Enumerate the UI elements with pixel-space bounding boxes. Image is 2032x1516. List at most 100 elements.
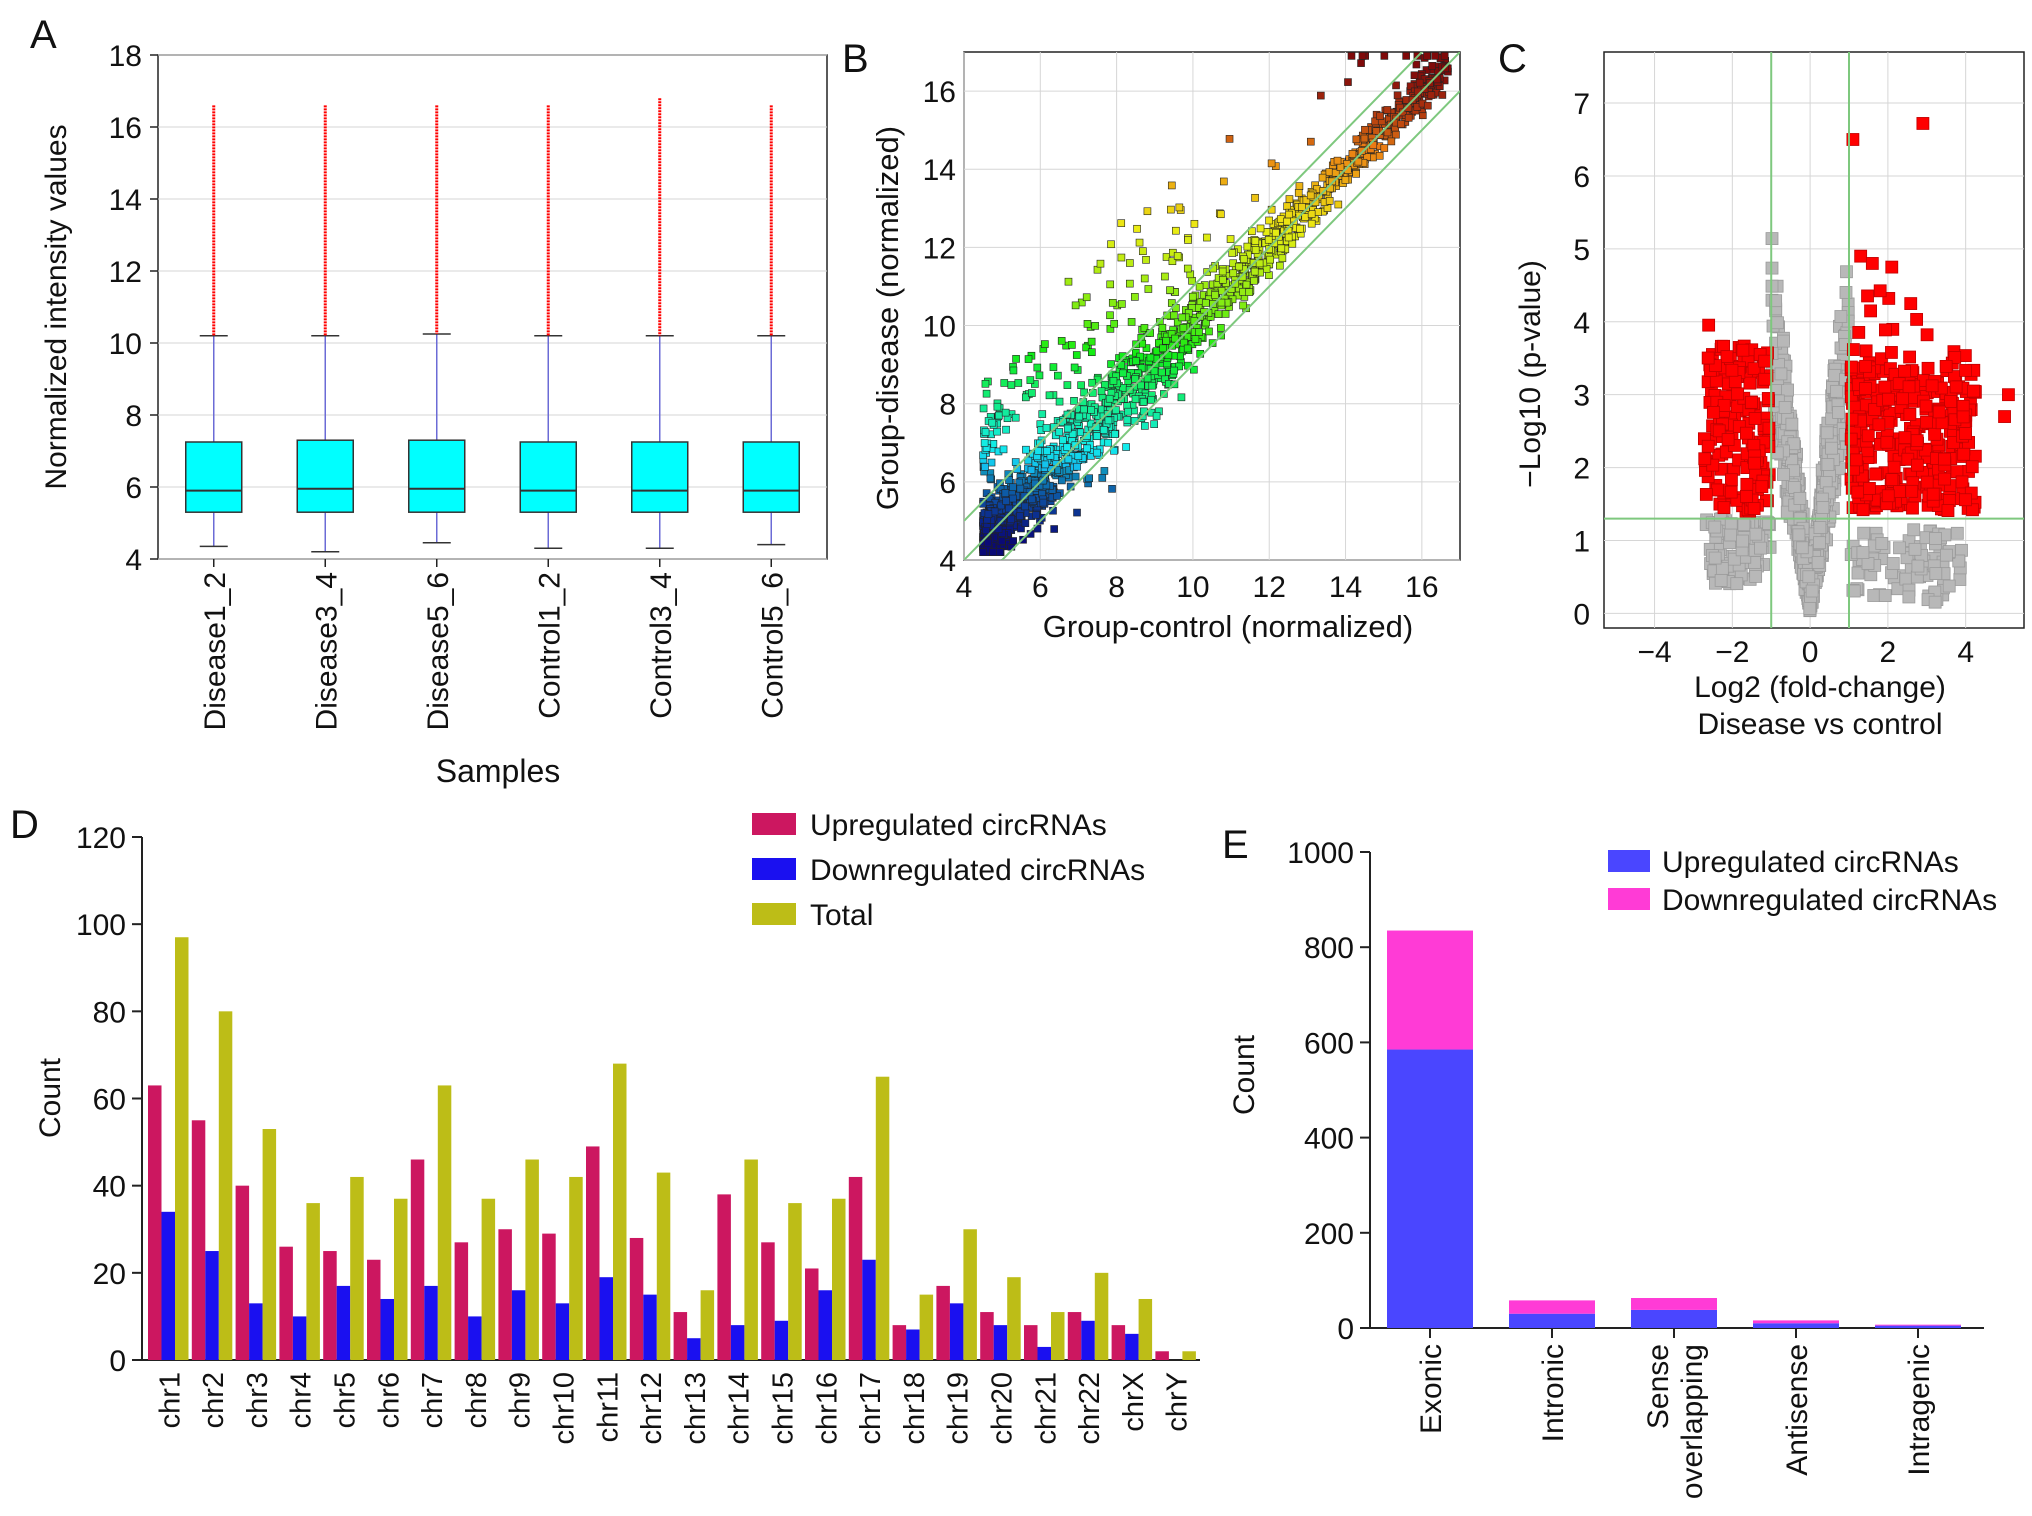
scatter-point bbox=[1153, 348, 1160, 355]
volcano-point-down bbox=[1700, 488, 1712, 500]
volcano-point-up bbox=[1857, 504, 1869, 516]
bar-upregulated bbox=[1112, 1325, 1126, 1360]
tick-label-d-x: chr8 bbox=[461, 1372, 493, 1428]
scatter-point bbox=[1252, 237, 1259, 244]
volcano-point-ns bbox=[1804, 602, 1816, 614]
figure: A B C D E 4681012141618Disease1_2 Disease… bbox=[0, 0, 2032, 1516]
scatter-point bbox=[1398, 121, 1405, 128]
scatter-point bbox=[1008, 382, 1015, 389]
scatter-point bbox=[1296, 183, 1303, 190]
box bbox=[409, 440, 465, 512]
scatter-point bbox=[1083, 294, 1090, 301]
tick-label-c-y: 3 bbox=[1573, 380, 1590, 413]
scatter-point bbox=[1319, 174, 1326, 181]
tick-label-d-x: chrX bbox=[1118, 1372, 1150, 1432]
scatter-point bbox=[982, 463, 989, 470]
volcano-point-ns bbox=[1822, 458, 1834, 470]
scatter-point bbox=[1192, 336, 1199, 343]
scatter-point bbox=[1054, 372, 1061, 379]
tick-label-e-y: 600 bbox=[1304, 1027, 1354, 1060]
volcano-point-ns bbox=[1879, 590, 1891, 602]
scatter-point bbox=[1072, 302, 1079, 309]
bar-total bbox=[1051, 1312, 1065, 1360]
volcano-point-down bbox=[1729, 376, 1741, 388]
volcano-point-up bbox=[1905, 298, 1917, 310]
tick-label-d-y: 60 bbox=[93, 1084, 126, 1117]
volcano-point-ns bbox=[1912, 560, 1924, 572]
scatter-point bbox=[1126, 280, 1133, 287]
volcano-point-up bbox=[1929, 428, 1941, 440]
volcano-point-up bbox=[1999, 411, 2011, 423]
bar-upregulated bbox=[323, 1251, 337, 1360]
scatter-point bbox=[1388, 138, 1395, 145]
volcano-point-up bbox=[1936, 417, 1948, 429]
bar-upregulated bbox=[1631, 1310, 1717, 1328]
scatter-point bbox=[1120, 370, 1127, 377]
volcano-point-ns bbox=[1894, 542, 1906, 554]
scatter-point bbox=[982, 429, 989, 436]
volcano-point-up bbox=[1886, 261, 1898, 273]
scatter-point bbox=[1058, 477, 1065, 484]
bar-total bbox=[657, 1173, 671, 1360]
scatter-point bbox=[1265, 272, 1272, 279]
bar-downregulated bbox=[1875, 1325, 1961, 1326]
volcano-point-ns bbox=[1943, 580, 1955, 592]
volcano-point-up bbox=[1873, 419, 1885, 431]
legend-e-swatch bbox=[1608, 850, 1650, 872]
volcano-point-up bbox=[1853, 326, 1865, 338]
panel-letter-d: D bbox=[10, 803, 39, 847]
tick-label-e-y: 400 bbox=[1304, 1123, 1354, 1156]
bar-total bbox=[1007, 1277, 1021, 1360]
bar-total bbox=[613, 1064, 627, 1360]
volcano-point-up bbox=[1879, 381, 1891, 393]
tick-label-d-y: 80 bbox=[93, 996, 126, 1029]
scatter-point bbox=[1098, 388, 1105, 395]
scatter-point bbox=[1107, 281, 1114, 288]
bar-total bbox=[1139, 1299, 1153, 1360]
legend-e-swatch bbox=[1608, 888, 1650, 910]
axis-label-e-y: Count bbox=[1228, 1034, 1261, 1115]
scatter-point bbox=[1284, 218, 1291, 225]
scatter-point bbox=[1235, 263, 1242, 270]
bar-upregulated bbox=[849, 1177, 863, 1360]
scatter-point bbox=[1244, 243, 1251, 250]
scatter-point bbox=[1124, 416, 1131, 423]
scatter-point bbox=[1411, 72, 1418, 79]
scatter-point bbox=[1136, 239, 1143, 246]
bar-downregulated bbox=[556, 1303, 570, 1360]
scatter-point bbox=[1265, 236, 1272, 243]
volcano-point-ns bbox=[1903, 591, 1915, 603]
scatter-point bbox=[1257, 225, 1264, 232]
axis-label-c-x: Log2 (fold-change) bbox=[1694, 671, 1946, 704]
scatter-point bbox=[1161, 273, 1168, 280]
scatter-point bbox=[1084, 320, 1091, 327]
tick-label-d-y: 100 bbox=[76, 909, 126, 942]
volcano-point-up bbox=[2002, 389, 2014, 401]
volcano-point-down bbox=[1702, 440, 1714, 452]
volcano-point-up bbox=[1865, 305, 1877, 317]
scatter-point bbox=[1168, 182, 1175, 189]
tick-label-c-x: 0 bbox=[1802, 636, 1819, 669]
volcano-point-ns bbox=[1829, 369, 1841, 381]
volcano-point-ns bbox=[1775, 368, 1787, 380]
volcano-point-up bbox=[1894, 486, 1906, 498]
tick-label-a-y: 6 bbox=[125, 472, 142, 505]
scatter-point bbox=[1267, 256, 1274, 263]
scatter-point bbox=[1041, 341, 1048, 348]
volcano-point-ns bbox=[1709, 552, 1721, 564]
volcano-point-up bbox=[1911, 435, 1923, 447]
volcano-point-up bbox=[1883, 393, 1895, 405]
scatter-point bbox=[987, 475, 994, 482]
tick-label-d-x: chr4 bbox=[286, 1372, 318, 1428]
tick-label-e-x: Exonic bbox=[1415, 1344, 1448, 1434]
bar-upregulated bbox=[674, 1312, 688, 1360]
bar-total bbox=[920, 1295, 934, 1360]
scatter-point bbox=[1071, 364, 1078, 371]
tick-label-e-x: Intronic bbox=[1537, 1344, 1570, 1442]
volcano-point-ns bbox=[1814, 522, 1826, 534]
tick-label-b-x: 10 bbox=[1176, 571, 1209, 604]
axis-label-c-x2: Disease vs control bbox=[1697, 708, 1942, 741]
volcano-point-up bbox=[1933, 406, 1945, 418]
bar-downregulated bbox=[775, 1321, 789, 1360]
scatter-point bbox=[1128, 318, 1135, 325]
